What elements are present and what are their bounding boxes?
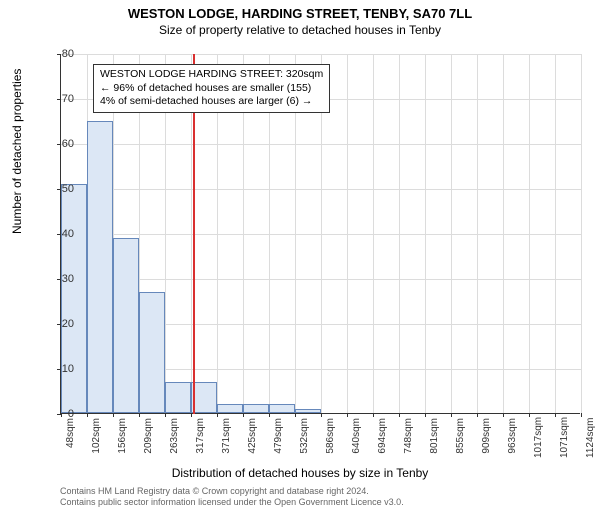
xtick-mark <box>113 413 114 417</box>
xtick-mark <box>165 413 166 417</box>
footer-attribution: Contains HM Land Registry data © Crown c… <box>60 486 404 508</box>
plot-region: 48sqm102sqm156sqm209sqm263sqm317sqm371sq… <box>60 54 580 414</box>
xtick-label: 156sqm <box>117 418 128 458</box>
ytick-label: 80 <box>44 48 74 60</box>
annotation-line2: ← 96% of detached houses are smaller (15… <box>100 82 323 96</box>
gridline-v <box>477 54 478 414</box>
xtick-label: 532sqm <box>299 418 310 458</box>
gridline-v <box>529 54 530 414</box>
gridline-v <box>399 54 400 414</box>
xtick-label: 1124sqm <box>585 418 596 458</box>
xtick-label: 263sqm <box>169 418 180 458</box>
annotation-line1: WESTON LODGE HARDING STREET: 320sqm <box>100 68 323 82</box>
ytick-label: 30 <box>44 273 74 285</box>
ytick-label: 70 <box>44 93 74 105</box>
xtick-label: 1017sqm <box>533 418 544 458</box>
xtick-mark <box>269 413 270 417</box>
gridline-v <box>425 54 426 414</box>
xtick-mark <box>399 413 400 417</box>
xtick-mark <box>321 413 322 417</box>
xtick-label: 640sqm <box>351 418 362 458</box>
chart-title-main: WESTON LODGE, HARDING STREET, TENBY, SA7… <box>0 6 600 21</box>
xtick-label: 855sqm <box>455 418 466 458</box>
xtick-mark <box>347 413 348 417</box>
xtick-label: 586sqm <box>325 418 336 458</box>
histogram-bar <box>217 404 243 413</box>
xtick-mark <box>451 413 452 417</box>
xtick-mark <box>529 413 530 417</box>
xtick-label: 371sqm <box>221 418 232 458</box>
xtick-mark <box>87 413 88 417</box>
annotation-line3: 4% of semi-detached houses are larger (6… <box>100 95 323 109</box>
xtick-mark <box>503 413 504 417</box>
xtick-mark <box>373 413 374 417</box>
histogram-bar <box>295 409 321 414</box>
annotation-box: WESTON LODGE HARDING STREET: 320sqm← 96%… <box>93 64 330 113</box>
histogram-bar <box>61 184 87 414</box>
gridline-v <box>581 54 582 414</box>
footer-line2: Contains public sector information licen… <box>60 497 404 508</box>
x-axis-label: Distribution of detached houses by size … <box>0 466 600 480</box>
ytick-label: 60 <box>44 138 74 150</box>
xtick-mark <box>425 413 426 417</box>
xtick-label: 209sqm <box>143 418 154 458</box>
xtick-mark <box>555 413 556 417</box>
xtick-label: 1071sqm <box>559 418 570 458</box>
xtick-label: 694sqm <box>377 418 388 458</box>
xtick-label: 963sqm <box>507 418 518 458</box>
xtick-mark <box>217 413 218 417</box>
ytick-label: 0 <box>44 408 74 420</box>
ytick-label: 20 <box>44 318 74 330</box>
xtick-label: 48sqm <box>65 418 76 458</box>
xtick-label: 801sqm <box>429 418 440 458</box>
chart-area: 48sqm102sqm156sqm209sqm263sqm317sqm371sq… <box>60 54 580 414</box>
gridline-v <box>347 54 348 414</box>
xtick-mark <box>295 413 296 417</box>
y-axis-label: Number of detached properties <box>10 69 24 234</box>
ytick-label: 40 <box>44 228 74 240</box>
xtick-mark <box>191 413 192 417</box>
histogram-bar <box>113 238 139 414</box>
footer-line1: Contains HM Land Registry data © Crown c… <box>60 486 404 497</box>
histogram-bar <box>139 292 165 414</box>
gridline-v <box>373 54 374 414</box>
xtick-mark <box>139 413 140 417</box>
gridline-v <box>555 54 556 414</box>
xtick-label: 425sqm <box>247 418 258 458</box>
xtick-label: 909sqm <box>481 418 492 458</box>
chart-title-sub: Size of property relative to detached ho… <box>0 23 600 37</box>
gridline-v <box>451 54 452 414</box>
xtick-label: 102sqm <box>91 418 102 458</box>
ytick-label: 50 <box>44 183 74 195</box>
histogram-bar <box>87 121 113 414</box>
xtick-mark <box>477 413 478 417</box>
histogram-bar <box>269 404 295 413</box>
xtick-mark <box>243 413 244 417</box>
xtick-label: 317sqm <box>195 418 206 458</box>
xtick-label: 748sqm <box>403 418 414 458</box>
xtick-label: 479sqm <box>273 418 284 458</box>
histogram-bar <box>243 404 269 413</box>
xtick-mark <box>581 413 582 417</box>
histogram-bar <box>165 382 191 414</box>
gridline-v <box>503 54 504 414</box>
ytick-label: 10 <box>44 363 74 375</box>
